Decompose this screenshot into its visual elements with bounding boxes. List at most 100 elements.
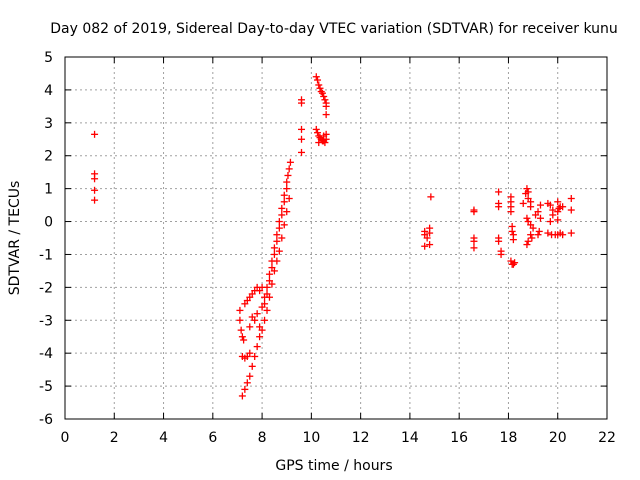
data-point [237,326,245,334]
data-point [283,178,291,186]
data-point [91,175,99,183]
x-tick-label: 6 [208,430,217,446]
y-axis-title: SDTVAR / TECUs [7,181,23,296]
data-point [298,99,306,107]
data-point [280,221,288,229]
data-point [519,199,527,207]
data-point [261,300,269,308]
data-point [497,250,505,258]
data-point [243,379,251,387]
y-tick-label: 4 [44,83,53,99]
data-point [321,139,329,147]
data-point [554,208,562,216]
data-point [263,306,271,314]
data-point [527,203,535,211]
chart-title: Day 082 of 2019, Sidereal Day-to-day VTE… [50,21,618,37]
data-point [536,214,544,222]
data-point [280,198,288,206]
y-tick-label: -5 [39,379,53,395]
data-point [555,204,563,212]
data-point [273,257,281,265]
data-point [246,349,254,357]
data-point [284,171,292,179]
data-point [268,280,276,288]
data-point [278,204,286,212]
data-point [315,81,323,89]
data-point [275,247,283,255]
data-point [527,231,535,239]
data-point [544,229,552,237]
data-point [251,352,259,360]
data-point [263,283,271,291]
data-point [258,326,266,334]
data-point [283,185,291,193]
y-tick-label: -3 [39,313,53,329]
data-point [256,333,264,341]
y-tick-label: 0 [44,215,53,231]
data-point [273,237,281,245]
data-point [546,201,554,209]
x-tick-label: 12 [352,430,370,446]
plot-frame [64,56,608,420]
data-point [253,343,261,351]
data-point [536,201,544,209]
data-point [523,241,531,249]
data-point [238,333,246,341]
data-point [320,92,328,100]
data-point [524,237,532,245]
data-point [495,203,503,211]
data-point [273,231,281,239]
x-tick-label: 10 [302,430,320,446]
data-point [511,259,519,267]
data-point [270,244,278,252]
data-point [251,316,259,324]
data-point [546,218,554,226]
grid [65,57,607,419]
data-point [315,139,323,147]
y-tick-label: -6 [39,412,53,428]
data-point [91,130,99,138]
data-point [270,267,278,275]
data-point [314,76,322,84]
data-point [535,227,543,235]
data-point [236,316,244,324]
x-tick-label: 0 [61,430,70,446]
data-point [549,211,557,219]
x-tick-label: 22 [598,430,616,446]
x-tick-label: 4 [159,430,168,446]
data-point [91,196,99,204]
y-tick-labels: -6 -5 -4 -3 -2 -1 0 1 2 3 4 5 [39,50,53,428]
data-point [426,229,434,237]
data-point [240,336,248,344]
data-point [312,125,320,133]
data-point [567,206,575,214]
data-point [495,188,503,196]
data-point [559,231,567,239]
y-tick-label: -4 [39,346,53,362]
data-point [318,89,326,97]
data-point [322,111,330,119]
data-point [509,236,517,244]
data-point [270,250,278,258]
data-point [91,186,99,194]
data-point [470,244,478,252]
data-point [246,323,254,331]
data-point [507,208,515,216]
data-point [426,241,434,249]
data-point [316,84,324,92]
data-point [567,195,575,203]
data-point [286,158,294,166]
data-point [278,211,286,219]
data-point [298,125,306,133]
y-tick-label: 3 [44,116,53,132]
y-tick-label: 2 [44,149,53,165]
data-point [285,195,293,203]
data-point [321,96,329,104]
x-axis-title: GPS time / hours [275,458,392,474]
data-point [470,237,478,245]
x-tick-label: 20 [549,430,567,446]
data-point [427,193,435,201]
data-point [523,214,531,222]
data-point [238,392,246,400]
